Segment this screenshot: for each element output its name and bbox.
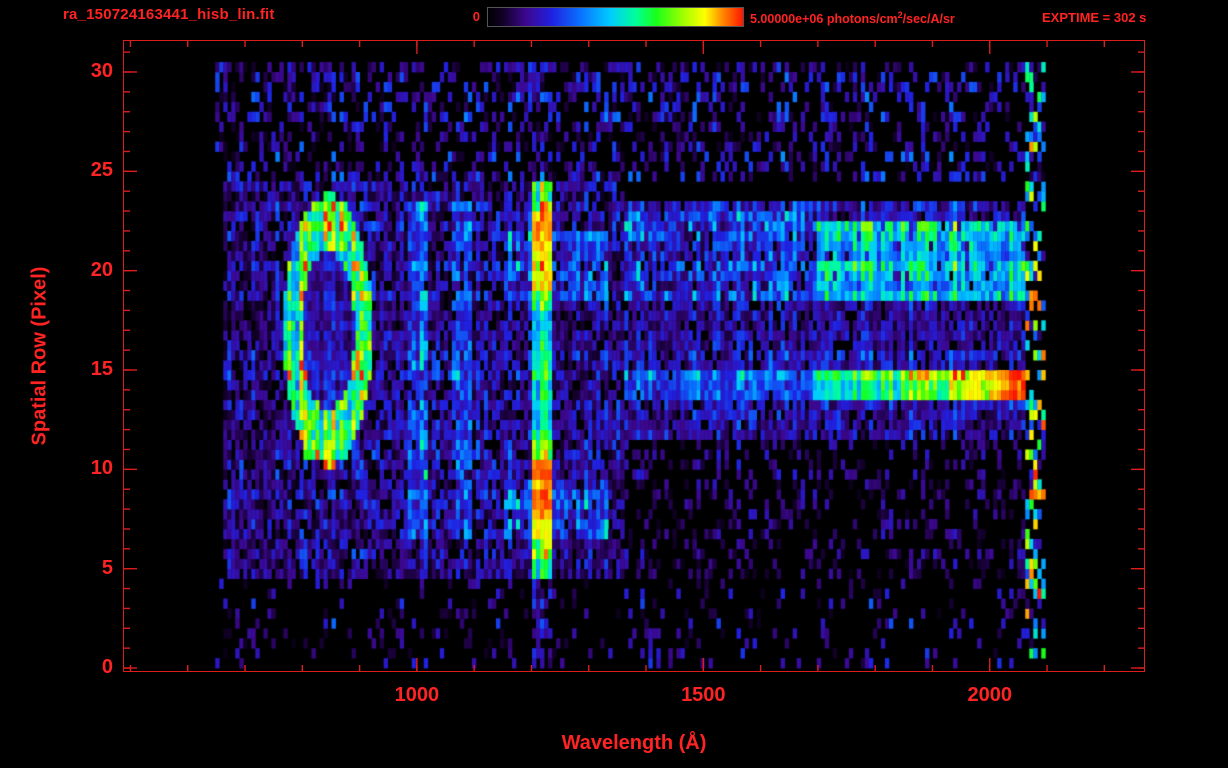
y-tick-label: 30 (90, 59, 113, 82)
x-tick-label: 1000 (394, 684, 440, 706)
y-tick-label: 0 (101, 656, 113, 679)
x-axis-label: Wavelength (Å) (561, 732, 707, 754)
y-tick-label: 25 (90, 159, 113, 182)
y-tick-label: 20 (90, 258, 113, 281)
plot-area (123, 40, 1145, 672)
file-title: ra_150724163441_hisb_lin.fit (63, 6, 275, 23)
y-tick-label: 10 (90, 457, 113, 480)
colorbar-gradient (487, 7, 744, 27)
y-tick-label: 5 (101, 556, 113, 579)
exptime-label: EXPTIME = 302 s (1042, 10, 1147, 25)
colorbar-min-label: 0 (472, 9, 480, 24)
colorbar-max-label: 5.00000e+06 photons/cm2/sec/A/sr (750, 10, 955, 26)
spectral-heatmap (123, 40, 1145, 672)
flux-label-superscript: 2 (897, 10, 903, 20)
x-tick-label: 2000 (967, 684, 1013, 706)
flux-label-pre: 5.00000e+06 photons/cm (750, 12, 898, 27)
x-tick-label: 1500 (681, 684, 726, 706)
flux-label-post: /sec/A/sr (902, 12, 955, 27)
y-tick-label: 15 (90, 358, 113, 380)
y-axis-label: Spatial Row (Pixel) (28, 266, 51, 446)
